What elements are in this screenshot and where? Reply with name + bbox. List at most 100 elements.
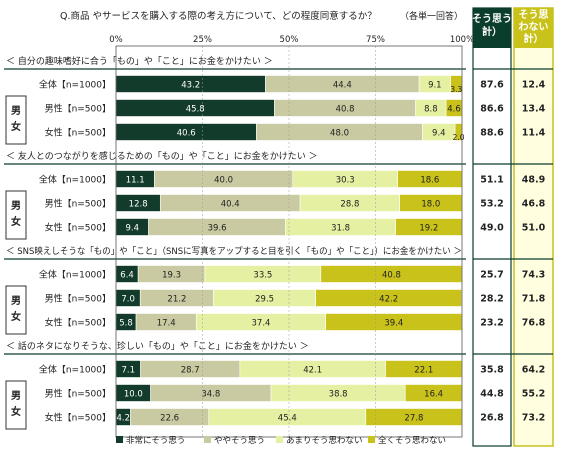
x-tick-label: 100%: [450, 35, 474, 45]
bar-value-label: 11.1: [126, 176, 145, 186]
bar-value-label: 5.8: [119, 319, 133, 329]
gender-label: 男: [11, 200, 21, 212]
bar-value-label: 10.0: [124, 390, 143, 400]
agree-column: [472, 7, 512, 447]
gender-label: 女: [11, 215, 21, 228]
disagree-total: 74.3: [522, 270, 545, 281]
gender-box: [5, 380, 27, 430]
bar-value-label: 9.4: [432, 129, 446, 139]
agree-header-bg: [473, 8, 511, 48]
bar-value-label: 37.4: [252, 319, 271, 329]
agree-total: 44.8: [480, 389, 504, 400]
bar-value-label: 6.4: [120, 271, 134, 281]
bar-value-label: 33.5: [253, 271, 272, 281]
bar-value-label: 2.0: [453, 133, 465, 142]
bar-value-label: 12.8: [129, 200, 148, 210]
bar-value-label: 29.5: [255, 295, 274, 305]
group-title: ＜ 話のネタになりそうな、珍しい「もの」や「こと」にお金をかけたい ＞: [6, 340, 309, 352]
disagree-total: 55.2: [522, 389, 545, 400]
disagree-total: 48.9: [522, 175, 545, 186]
legend-swatch: [116, 436, 123, 443]
row-label: 男性【n=500】: [45, 388, 111, 400]
bar-value-label: 31.8: [331, 224, 350, 234]
disagree-total: 12.4: [522, 80, 546, 91]
agree-total: 26.8: [480, 413, 504, 424]
bar-value-label: 22.6: [160, 414, 179, 424]
row-label: 女性【n=500】: [45, 127, 111, 139]
disagree-header: そう思: [519, 9, 549, 21]
group-title: ＜ 自分の趣味嗜好に合う「もの」や「こと」にお金をかけたい ＞: [6, 55, 273, 67]
agree-total: 88.6: [480, 128, 504, 139]
gender-label: 女: [11, 310, 21, 323]
disagree-header: 計）: [524, 32, 544, 45]
bar-value-label: 21.2: [167, 295, 186, 305]
bar-value-label: 42.1: [303, 366, 322, 376]
disagree-column: [513, 7, 554, 447]
gender-label: 女: [11, 120, 21, 133]
x-tick-label: 50%: [280, 35, 299, 45]
legend-label: 非常にそう思う: [126, 435, 185, 446]
gender-label: 女: [11, 405, 21, 418]
bar-value-label: 8.8: [424, 105, 438, 115]
legend-swatch: [204, 436, 211, 443]
legend-label: あまりそう思わない: [286, 436, 363, 446]
bar-value-label: 4.2: [117, 414, 131, 424]
bar-value-label: 7.1: [122, 366, 136, 376]
bar-value-label: 18.0: [421, 200, 440, 210]
group-title: ＜ SNS映えしそうな「もの」や「こと」（SNSに写真をアップすると目を引く「も…: [6, 245, 462, 257]
chart-note: （各単一回答）: [400, 10, 463, 22]
row-label: 女性【n=500】: [45, 222, 111, 234]
agree-total: 23.2: [480, 318, 503, 329]
disagree-total: 46.8: [522, 199, 546, 210]
bar-value-label: 40.8: [382, 271, 401, 281]
bar-value-label: 40.8: [336, 105, 355, 115]
bar-value-label: 40.6: [177, 129, 196, 139]
bar-value-label: 39.6: [208, 224, 227, 234]
plot-frame: [115, 45, 463, 438]
disagree-total: 13.4: [522, 104, 546, 115]
bar-value-label: 18.6: [420, 176, 439, 186]
bar-value-label: 34.8: [201, 390, 220, 400]
bar-value-label: 17.4: [157, 319, 176, 329]
bar-value-label: 40.4: [221, 200, 240, 210]
x-tick-label: 75%: [366, 35, 385, 45]
disagree-total: 73.2: [522, 413, 545, 424]
bar-value-label: 30.3: [336, 176, 355, 186]
legend-swatch: [276, 436, 283, 443]
disagree-total: 76.8: [522, 318, 546, 329]
bar-value-label: 22.1: [414, 366, 433, 376]
legend-label: ややそう思う: [214, 436, 265, 446]
gender-label: 男: [11, 105, 21, 117]
legend-label: 全くそう思わない: [378, 435, 446, 446]
bar-value-label: 7.0: [121, 295, 135, 305]
row-label: 全体【n=1000】: [39, 269, 111, 281]
bar-value-label: 45.4: [278, 414, 297, 424]
agree-total: 51.1: [480, 175, 503, 186]
gender-label: 男: [11, 390, 21, 402]
chart-title: Q.商品 やサービスを購入する際の考え方について、どの程度同意するか？: [60, 10, 377, 22]
disagree-total: 71.8: [522, 294, 546, 305]
row-label: 男性【n=500】: [45, 293, 111, 305]
row-label: 全体【n=1000】: [39, 364, 111, 376]
disagree-total: 51.0: [522, 223, 546, 234]
bar-value-label: 9.4: [125, 224, 139, 234]
agree-total: 87.6: [480, 80, 504, 91]
bar-value-label: 48.0: [330, 129, 349, 139]
bar-value-label: 19.2: [419, 224, 438, 234]
agree-total: 49.0: [480, 223, 504, 234]
disagree-total: 11.4: [522, 128, 546, 139]
agree-total: 25.7: [480, 270, 503, 281]
bar-value-label: 39.4: [384, 319, 403, 329]
bar-value-label: 45.8: [186, 105, 205, 115]
bar-value-label: 9.1: [428, 81, 442, 91]
gender-box: [5, 285, 27, 335]
agree-total: 35.8: [480, 365, 504, 376]
bar-value-label: 28.8: [340, 200, 359, 210]
bar-value-label: 4.6: [447, 105, 461, 115]
bar-value-label: 19.3: [162, 271, 181, 281]
disagree-total: 64.2: [522, 365, 545, 376]
legend-swatch: [368, 436, 375, 443]
bar-value-label: 44.4: [333, 81, 352, 91]
agree-total: 86.6: [480, 104, 504, 115]
